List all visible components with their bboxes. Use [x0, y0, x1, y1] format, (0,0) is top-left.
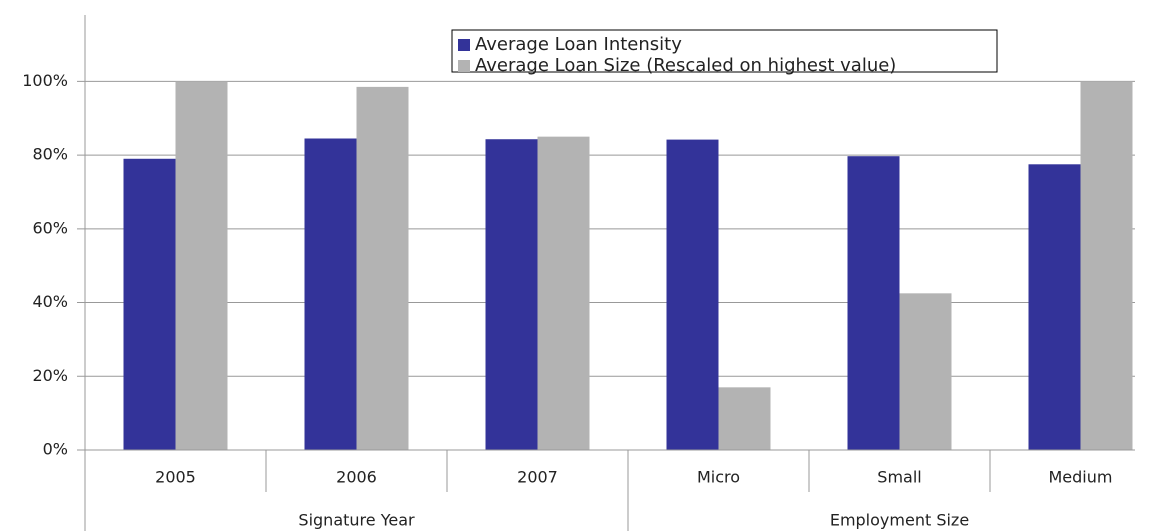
x-tick-label: 2005 [155, 468, 196, 487]
legend-swatch [458, 60, 470, 72]
group-label: Employment Size [830, 511, 969, 530]
bar [1028, 164, 1081, 450]
x-tick-label: 2007 [517, 468, 558, 487]
bar [666, 139, 719, 451]
bar [718, 387, 771, 450]
bar [123, 158, 176, 450]
y-tick-label: 100% [22, 71, 68, 90]
legend-label: Average Loan Size (Rescaled on highest v… [475, 55, 896, 76]
bar [485, 139, 538, 451]
bar [356, 86, 409, 450]
legend-label: Average Loan Intensity [475, 34, 682, 55]
bar [847, 156, 900, 450]
y-tick-label: 40% [32, 292, 68, 311]
y-tick-label: 80% [32, 145, 68, 164]
group-label: Signature Year [298, 511, 415, 530]
y-tick-label: 60% [32, 218, 68, 237]
x-tick-label: Micro [697, 468, 740, 487]
bar [304, 138, 357, 450]
y-tick-label: 0% [43, 440, 68, 459]
bar [899, 293, 952, 450]
x-tick-label: Small [877, 468, 921, 487]
y-tick-label: 20% [32, 366, 68, 385]
legend-box [451, 29, 998, 73]
bar [175, 81, 228, 451]
x-tick-label: 2006 [336, 468, 377, 487]
x-tick-label: Medium [1049, 468, 1113, 487]
legend-swatch [458, 39, 470, 51]
bar [537, 136, 590, 451]
bar [1080, 81, 1133, 451]
